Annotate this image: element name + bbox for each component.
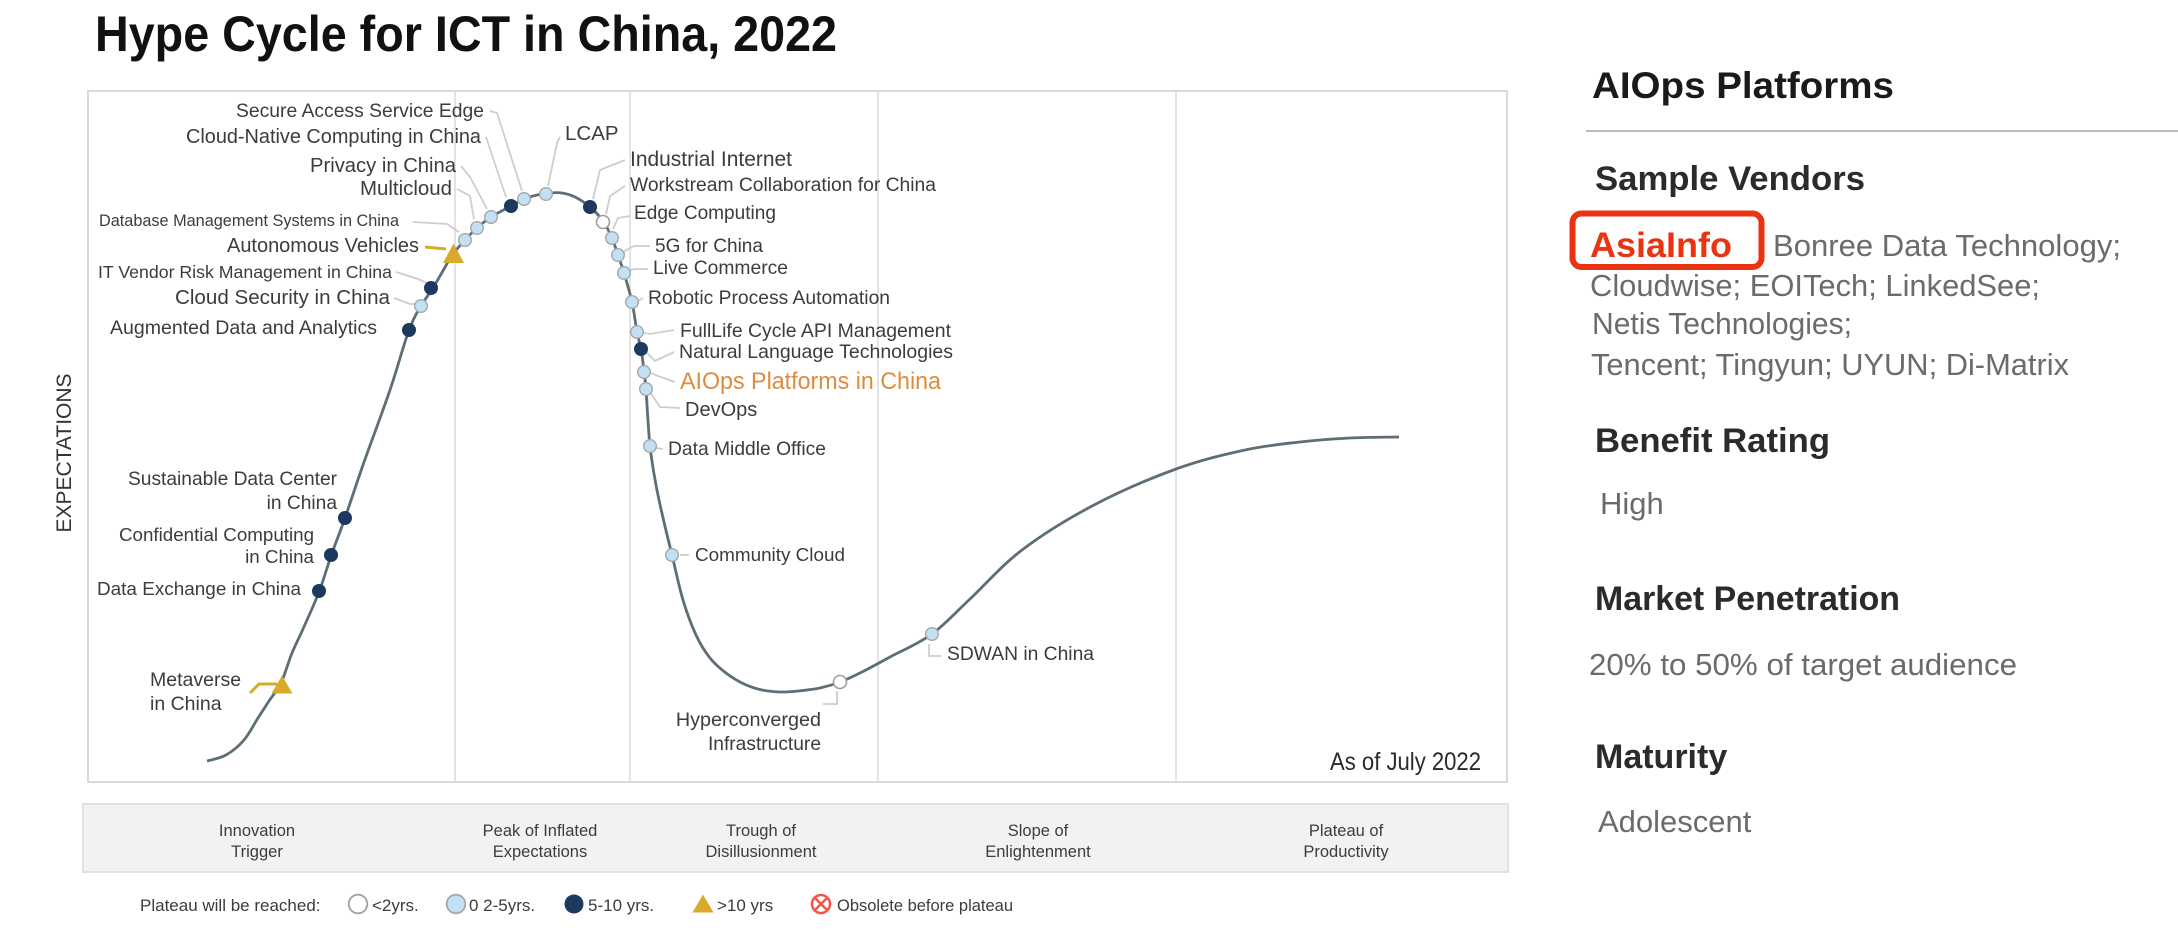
svg-text:Live Commerce: Live Commerce — [653, 258, 788, 279]
svg-text:Autonomous Vehicles: Autonomous Vehicles — [227, 235, 419, 257]
svg-text:DevOps: DevOps — [685, 399, 757, 421]
svg-text:Obsolete before plateau: Obsolete before plateau — [837, 896, 1013, 915]
svg-text:Multicloud: Multicloud — [360, 178, 452, 200]
svg-text:Bonree Data Technology;: Bonree Data Technology; — [1773, 228, 2121, 263]
svg-text:in China: in China — [245, 546, 314, 567]
svg-text:AIOps Platforms: AIOps Platforms — [1592, 65, 1894, 106]
svg-text:Infrastructure: Infrastructure — [708, 734, 821, 755]
svg-text:Plateau of: Plateau of — [1309, 822, 1384, 840]
svg-text:Enlightenment: Enlightenment — [985, 843, 1091, 861]
svg-text:Trigger: Trigger — [231, 843, 283, 861]
svg-text:SDWAN in China: SDWAN in China — [947, 644, 1094, 665]
svg-text:Plateau will be reached:: Plateau will be reached: — [140, 896, 321, 915]
svg-text:Workstream Collaboration for C: Workstream Collaboration for China — [630, 175, 936, 196]
svg-text:in China: in China — [267, 493, 338, 514]
svg-text:Benefit Rating: Benefit Rating — [1595, 422, 1830, 460]
svg-text:Slope of: Slope of — [1008, 822, 1069, 840]
svg-text:FullLife Cycle API Management: FullLife Cycle API Management — [680, 320, 952, 342]
svg-text:Data Middle Office: Data Middle Office — [668, 439, 826, 460]
svg-text:IT Vendor Risk Management in C: IT Vendor Risk Management in China — [98, 262, 392, 282]
svg-text:Robotic Process Automation: Robotic Process Automation — [648, 288, 890, 309]
svg-text:Natural Language Technologies: Natural Language Technologies — [679, 341, 953, 363]
svg-text:Expectations: Expectations — [493, 843, 587, 861]
svg-text:Cloud-Native Computing in Chin: Cloud-Native Computing in China — [186, 126, 482, 148]
svg-text:Cloud Security in China: Cloud Security in China — [175, 287, 391, 309]
svg-text:5-10 yrs.: 5-10 yrs. — [588, 896, 654, 915]
svg-text:in China: in China — [150, 693, 222, 715]
svg-text:Metaverse: Metaverse — [150, 669, 241, 691]
svg-text:Privacy in China: Privacy in China — [310, 155, 457, 177]
svg-text:Augmented Data and Analytics: Augmented Data and Analytics — [110, 317, 377, 339]
svg-text:Market Penetration: Market Penetration — [1595, 580, 1900, 618]
svg-text:<2yrs.: <2yrs. — [372, 896, 419, 915]
svg-text:High: High — [1600, 486, 1664, 521]
svg-text:Edge Computing: Edge Computing — [634, 203, 776, 224]
svg-text:Sample Vendors: Sample Vendors — [1595, 160, 1865, 198]
svg-text:AIOps Platforms in China: AIOps Platforms in China — [680, 368, 941, 395]
svg-text:>10 yrs: >10 yrs — [717, 896, 773, 915]
svg-text:Community Cloud: Community Cloud — [695, 545, 845, 566]
svg-text:Peak of Inflated: Peak of Inflated — [483, 822, 598, 840]
svg-text:Hyperconverged: Hyperconverged — [676, 709, 821, 731]
svg-text:AsiaInfo: AsiaInfo — [1590, 226, 1732, 265]
svg-text:Industrial Internet: Industrial Internet — [630, 148, 792, 171]
svg-text:Innovation: Innovation — [219, 822, 295, 840]
svg-text:Sustainable Data Center: Sustainable Data Center — [128, 469, 338, 490]
svg-text:Tencent; Tingyun; UYUN; Di-Mat: Tencent; Tingyun; UYUN; Di-Matrix — [1591, 347, 2069, 382]
svg-text:5G for China: 5G for China — [655, 236, 763, 257]
svg-text:Trough of: Trough of — [726, 822, 796, 840]
svg-text:20% to 50% of target audience: 20% to 50% of target audience — [1589, 647, 2017, 682]
svg-text:Database Management Systems in: Database Management Systems in China — [99, 212, 400, 230]
svg-text:Netis Technologies;: Netis Technologies; — [1592, 306, 1852, 341]
svg-text:Adolescent: Adolescent — [1598, 804, 1752, 839]
svg-text:Productivity: Productivity — [1303, 843, 1389, 861]
svg-text:Cloudwise; EOITech; LinkedSee;: Cloudwise; EOITech; LinkedSee; — [1590, 268, 2040, 303]
svg-text:Maturity: Maturity — [1595, 738, 1727, 776]
svg-text:Data Exchange in China: Data Exchange in China — [97, 579, 301, 600]
svg-text:0 2-5yrs.: 0 2-5yrs. — [469, 896, 535, 915]
svg-text:EXPECTATIONS: EXPECTATIONS — [53, 373, 76, 532]
svg-text:Disillusionment: Disillusionment — [706, 843, 817, 861]
svg-text:Hype Cycle for ICT in China, 2: Hype Cycle for ICT in China, 2022 — [95, 6, 837, 62]
svg-text:As of July 2022: As of July 2022 — [1330, 748, 1481, 776]
svg-text:Secure Access Service Edge: Secure Access Service Edge — [236, 101, 484, 122]
svg-text:LCAP: LCAP — [565, 122, 619, 145]
svg-text:Confidential Computing: Confidential Computing — [119, 524, 314, 545]
